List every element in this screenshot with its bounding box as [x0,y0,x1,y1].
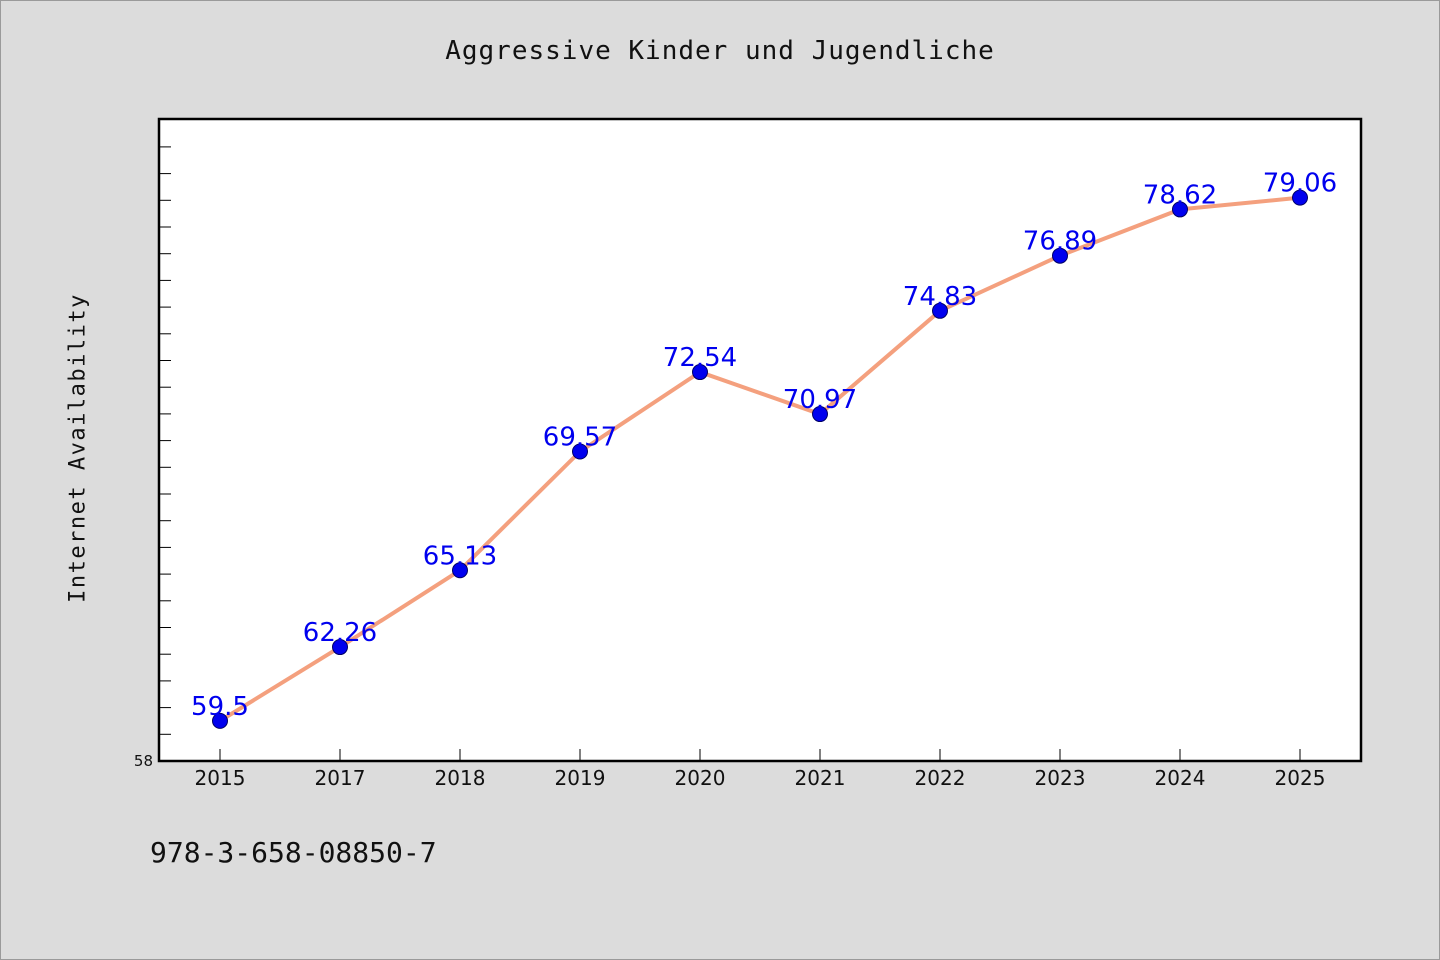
x-tick-label: 2022 [915,766,966,790]
data-point [1292,189,1308,206]
data-label: 62.26 [303,618,377,648]
x-tick-label: 2020 [675,766,726,790]
data-point [332,639,348,656]
x-tick-label: 2019 [555,766,606,790]
x-tick-label: 2024 [1155,766,1206,790]
footer-code: 978-3-658-08850-7 [150,836,437,869]
x-tick-label: 2025 [1275,766,1326,790]
x-tick-label: 2015 [195,766,246,790]
plot-area [157,117,1363,763]
data-label: 79.06 [1263,169,1337,199]
series-line [218,195,1302,723]
data-point [692,364,708,381]
x-tick-label: 2017 [315,766,366,790]
data-label: 78.62 [1143,180,1217,210]
data-label: 65.13 [423,541,497,571]
chart-title: Aggressive Kinder und Jugendliche [445,36,995,66]
data-label: 59.5 [191,692,249,722]
y-tick-label: 58 [134,752,153,770]
x-tick-label: 2023 [1035,766,1086,790]
data-label: 76.89 [1023,227,1097,257]
data-point [932,302,948,319]
data-point [452,562,468,579]
data-point [1172,201,1188,218]
data-point [572,443,588,460]
data-point [812,406,828,423]
data-label: 69.57 [543,423,617,453]
data-label: 74.83 [903,282,977,312]
data-label: 72.54 [663,343,737,373]
x-tick-label: 2021 [795,766,846,790]
data-point [1052,247,1068,264]
data-point [212,712,228,729]
data-label: 70.97 [783,385,857,415]
x-tick-label: 2018 [435,766,486,790]
